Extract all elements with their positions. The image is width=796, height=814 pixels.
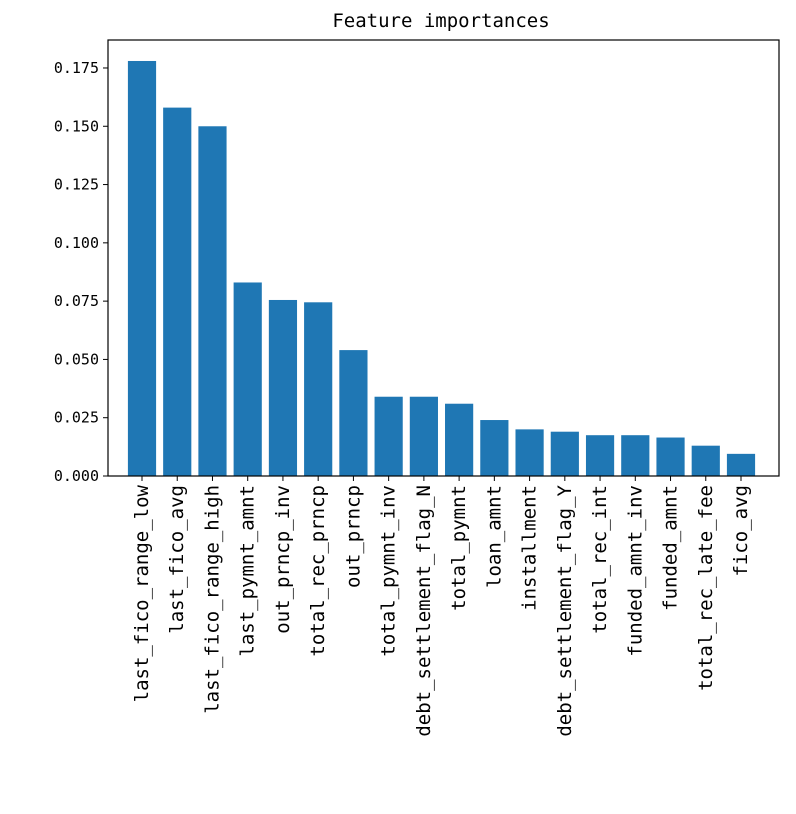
x-tick-label: total_pymnt_inv	[378, 485, 400, 657]
x-tick-label: installment	[519, 485, 541, 611]
bar-last-pymnt-amnt	[233, 282, 262, 476]
y-tick-label: 0.050	[54, 350, 99, 368]
bar-last-fico-range-high	[198, 126, 227, 477]
y-axis: 0.000 0.025 0.050 0.075 0.100 0.125 0.150 0.175	[54, 59, 108, 485]
x-tick-label: last_pymnt_amnt	[237, 485, 259, 657]
bar-out-prncp	[339, 350, 368, 476]
bar-last-fico-range-low	[127, 60, 157, 476]
x-tick-label: total_pymnt	[448, 485, 470, 611]
x-tick-label: last_fico_range_low	[131, 484, 153, 702]
bar-installment	[515, 429, 544, 476]
chart-title: Feature importances	[332, 10, 549, 32]
x-tick-label: total_rec_prncp	[307, 485, 329, 657]
y-tick-label: 0.100	[54, 234, 99, 252]
x-tick-label: fico_avg	[730, 485, 752, 577]
x-tick-label: funded_amnt_inv	[624, 485, 646, 657]
y-tick-label: 0.025	[54, 409, 99, 427]
x-tick-label: debt_settlement_flag_N	[413, 485, 435, 737]
x-tick-label: out_prncp	[342, 485, 364, 588]
x-tick-label: total_rec_int	[589, 485, 611, 634]
x-tick-label: funded_amnt	[660, 485, 682, 611]
y-tick-label: 0.175	[54, 59, 99, 77]
bar-debt-settlement-flag-N	[409, 396, 438, 476]
bar-funded-amnt	[656, 437, 685, 476]
bar-fico-avg	[726, 453, 756, 476]
x-tick-label: out_prncp_inv	[272, 485, 294, 634]
x-tick-label: last_fico_avg	[166, 485, 188, 634]
y-tick-label: 0.150	[54, 117, 99, 135]
bar-loan-amnt	[480, 420, 509, 476]
bars-layer	[127, 60, 756, 477]
bar-total-rec-late-fee	[691, 445, 720, 476]
y-tick-label: 0.075	[54, 292, 99, 310]
x-tick-label: last_fico_range_high	[201, 485, 223, 714]
bar-total-pymnt	[445, 403, 474, 476]
axes-frame	[107, 39, 780, 477]
y-tick-label: 0.125	[54, 176, 99, 194]
x-tick-label: debt_settlement_flag_Y	[554, 484, 576, 736]
bar-last-fico-avg	[163, 107, 192, 477]
bar-funded-amnt-inv	[621, 435, 650, 476]
bar-total-rec-prncp	[304, 302, 333, 476]
bar-out-prncp-inv	[268, 299, 298, 476]
x-axis: last_fico_range_low last_fico_avg last_fic…	[131, 476, 752, 737]
y-tick-label: 0.000	[54, 467, 99, 485]
x-tick-label: total_rec_late_fee	[695, 485, 717, 691]
bar-total-pymnt-inv	[374, 396, 403, 476]
bar-total-rec-int	[585, 435, 615, 476]
x-tick-label: loan_amnt	[483, 485, 505, 588]
bar-debt-settlement-flag-Y	[550, 431, 579, 476]
